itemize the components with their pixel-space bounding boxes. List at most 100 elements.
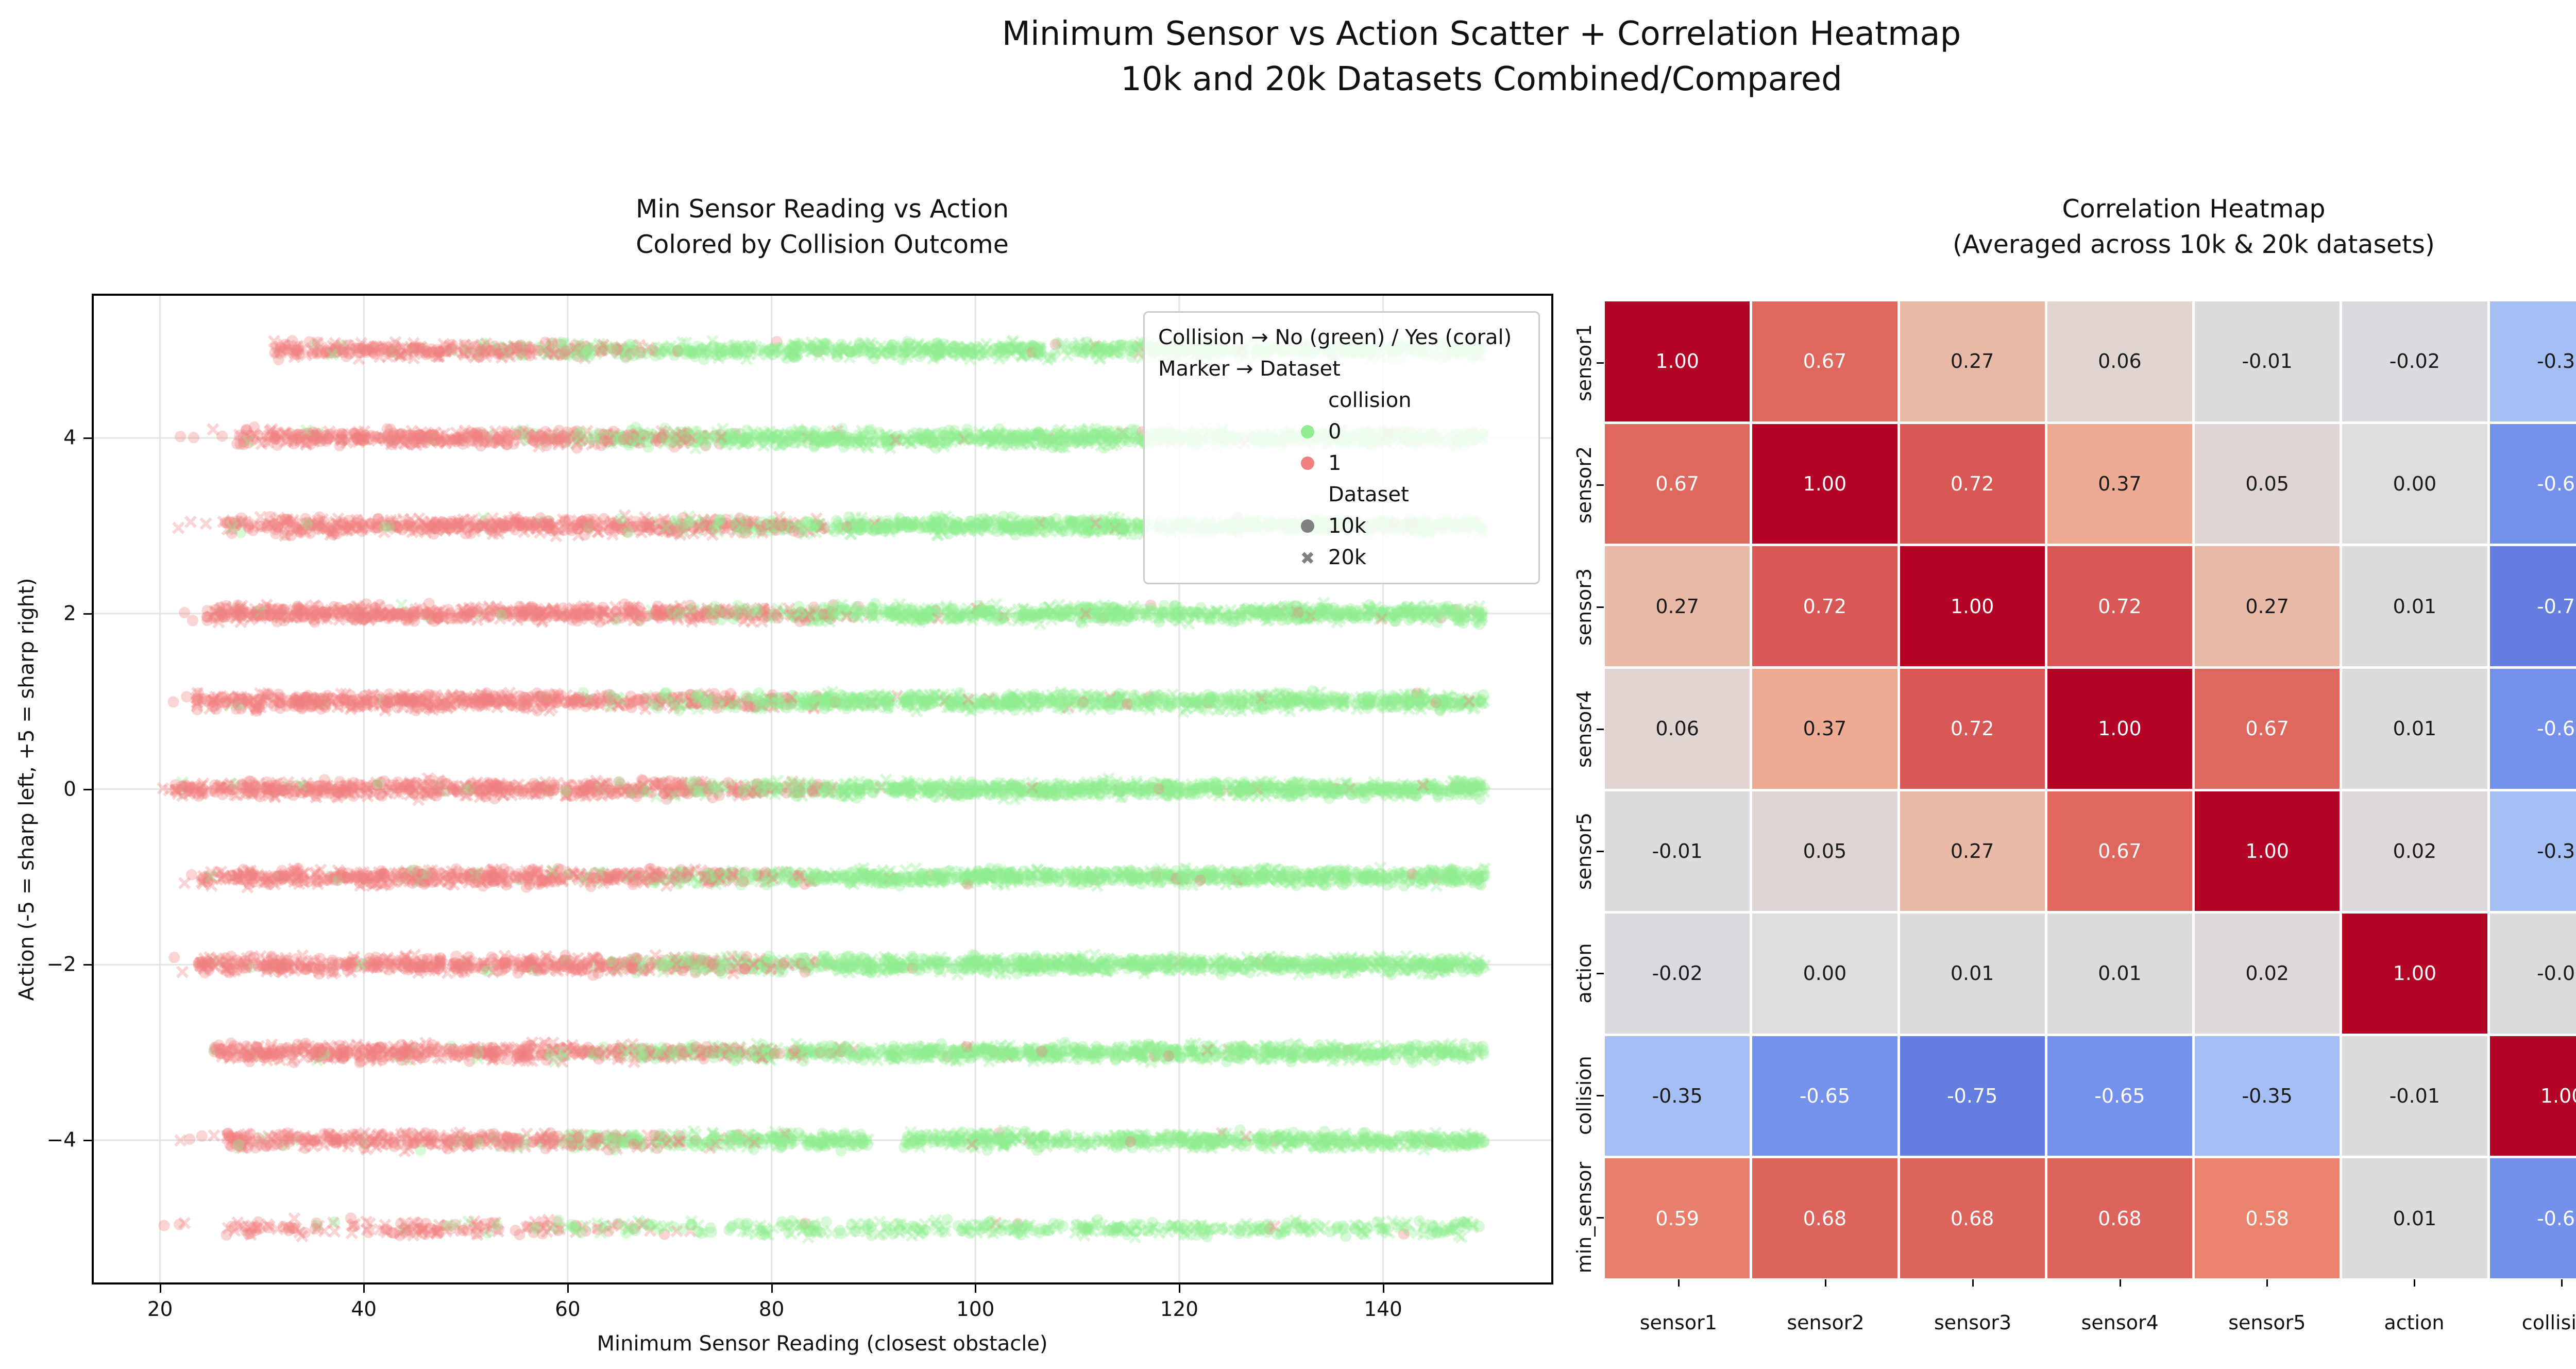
heatmap-cell: -0.65 (2489, 424, 2576, 544)
legend-item-label: 10k (1328, 514, 1367, 538)
heatmap-cell: -0.35 (2195, 1036, 2340, 1156)
heatmap-cell: 0.68 (2047, 1158, 2192, 1278)
heatmap-row-label: min_sensor (1573, 1161, 1596, 1273)
y-tick-mark (83, 613, 92, 615)
heatmap-col-tick (1825, 1279, 1827, 1287)
legend-header-2: Marker → Dataset (1158, 357, 1341, 381)
heatmap-cell: 0.37 (1752, 668, 1897, 789)
heatmap-row-tick (1597, 850, 1604, 852)
heatmap-grid: 1.000.670.270.06-0.01-0.02-0.350.590.671… (1605, 301, 2576, 1278)
x-tick-label: 20 (147, 1298, 173, 1321)
heatmap-col-tick (2413, 1279, 2415, 1287)
y-tick-label: −4 (46, 1128, 77, 1152)
heatmap-cell: 0.67 (1752, 301, 1897, 421)
legend-item-label: 0 (1328, 420, 1342, 444)
heatmap-cell: 0.01 (2047, 914, 2192, 1034)
heatmap-row-tick (1597, 362, 1604, 364)
heatmap-cell: 0.05 (1752, 791, 1897, 911)
heatmap-cell: 0.27 (2195, 546, 2340, 666)
heatmap-cell: 1.00 (2342, 914, 2487, 1034)
heatmap-cell: 1.00 (2047, 668, 2192, 789)
x-tick-label: 100 (956, 1298, 995, 1321)
y-tick-mark (83, 437, 92, 439)
heatmap-cell: -0.01 (2195, 301, 2340, 421)
scatter-title: Min Sensor Reading vs Action Colored by … (635, 194, 1009, 259)
figure-title: Minimum Sensor vs Action Scatter + Corre… (1002, 15, 1961, 99)
heatmap-col-label: sensor3 (1934, 1311, 2012, 1334)
legend-item-10k: 10k (1158, 511, 1525, 542)
heatmap-row-tick (1597, 1216, 1604, 1219)
y-tick-label: −2 (46, 953, 77, 976)
heatmap-row-label: collision (1573, 1055, 1596, 1135)
heatmap-cell: -0.75 (1900, 1036, 2045, 1156)
heatmap-col-label: action (2384, 1311, 2445, 1334)
scatter-x-axis-label: Minimum Sensor Reading (closest obstacle… (597, 1332, 1048, 1356)
heatmap-cell: 0.58 (2195, 1158, 2340, 1278)
heatmap-col-label: sensor1 (1639, 1311, 1717, 1334)
heatmap-row-label: sensor4 (1573, 690, 1596, 768)
heatmap-cell: 0.05 (2195, 424, 2340, 544)
heatmap-col-label: sensor2 (1787, 1311, 1865, 1334)
y-tick-mark (83, 964, 92, 966)
heatmap-cell: 0.01 (2342, 546, 2487, 666)
heatmap-cell: -0.01 (2342, 1036, 2487, 1156)
heatmap-cell: -0.02 (2342, 301, 2487, 421)
x-tick-label: 60 (555, 1298, 581, 1321)
legend-item-20k: ✖ 20k (1158, 542, 1525, 573)
heatmap-cell: 1.00 (2195, 791, 2340, 911)
heatmap-col-tick (2561, 1279, 2563, 1287)
heatmap-cell: -0.35 (2489, 791, 2576, 911)
heatmap-cell: 0.27 (1605, 546, 1750, 666)
heatmap-row-label: sensor3 (1573, 568, 1596, 646)
heatmap-cell: 0.06 (1605, 668, 1750, 789)
legend-item-collision-0: 0 (1158, 416, 1525, 448)
heatmap-row-label: action (1573, 943, 1596, 1003)
heatmap-cell: 0.68 (1900, 1158, 2045, 1278)
legend-item-label: 20k (1328, 546, 1367, 570)
legend-section-collision: collision (1328, 388, 1412, 413)
y-tick-mark (83, 788, 92, 790)
coral-dot-icon (1287, 448, 1328, 479)
heatmap-col-label: sensor5 (2228, 1311, 2306, 1334)
heatmap-row-tick (1597, 484, 1604, 486)
x-tick-mark (567, 1285, 569, 1293)
x-tick-mark (159, 1285, 161, 1293)
heatmap-row-tick (1597, 972, 1604, 974)
gray-x-icon: ✖ (1300, 548, 1315, 569)
heatmap-cell: 0.01 (1900, 914, 2045, 1034)
heatmap-cell: 1.00 (2489, 1036, 2576, 1156)
x-tick-label: 80 (758, 1298, 785, 1321)
y-tick-mark (83, 1139, 92, 1141)
scatter-axes: Collision → No (green) / Yes (coral) Mar… (92, 294, 1553, 1285)
heatmap-cell: -0.75 (2489, 546, 2576, 666)
heatmap-cell: -0.35 (1605, 1036, 1750, 1156)
heatmap-cell: -0.02 (1605, 914, 1750, 1034)
heatmap-row-label: sensor5 (1573, 812, 1596, 890)
x-tick-mark (975, 1285, 977, 1293)
heatmap-cell: 0.01 (2342, 668, 2487, 789)
heatmap-cell: -0.65 (2489, 668, 2576, 789)
heatmap-cell: -0.66 (2489, 1158, 2576, 1278)
x-tick-mark (363, 1285, 365, 1293)
heatmap-cell: 1.00 (1900, 546, 2045, 666)
y-tick-label: 4 (63, 426, 76, 450)
heatmap-cell: 0.37 (2047, 424, 2192, 544)
x-tick-label: 120 (1160, 1298, 1199, 1321)
heatmap-cell: -0.01 (1605, 791, 1750, 911)
heatmap-cell: 0.72 (1752, 546, 1897, 666)
x-tick-label: 140 (1364, 1298, 1402, 1321)
heatmap-row-tick (1597, 1094, 1604, 1096)
heatmap-cell: 0.27 (1900, 791, 2045, 911)
heatmap-cell: 0.67 (2195, 668, 2340, 789)
heatmap-col-tick (2119, 1279, 2121, 1287)
heatmap-title: Correlation Heatmap (Averaged across 10k… (1953, 194, 2435, 259)
heatmap-cell: 0.06 (2047, 301, 2192, 421)
y-tick-label: 0 (63, 778, 76, 801)
heatmap-row-label: sensor2 (1573, 446, 1596, 523)
legend-header-1: Collision → No (green) / Yes (coral) (1158, 326, 1512, 350)
heatmap-cell: -0.65 (1752, 1036, 1897, 1156)
heatmap-cell: 0.59 (1605, 1158, 1750, 1278)
heatmap-cell: 0.72 (1900, 668, 2045, 789)
heatmap-cell: 0.68 (1752, 1158, 1897, 1278)
